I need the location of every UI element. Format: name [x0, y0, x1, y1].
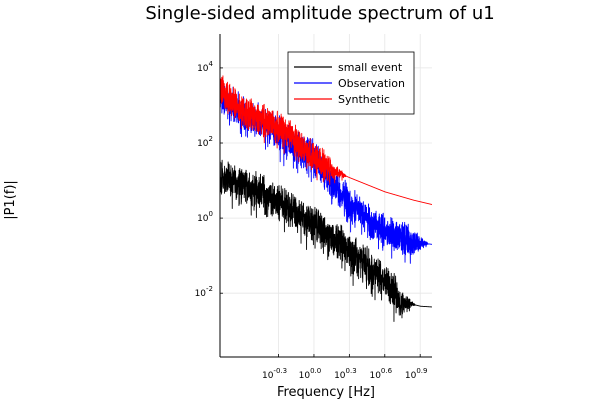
y-tick-label: 10-2	[195, 285, 213, 299]
x-tick-label: 100.6	[369, 367, 392, 381]
x-ticks: 10-0.3 100.0 100.3 100.6 100.9	[262, 354, 428, 381]
plot-area-data	[220, 75, 432, 322]
x-tick-label: 100.3	[334, 367, 357, 381]
x-tick-label: 100.9	[405, 367, 428, 381]
legend-label: Synthetic	[338, 93, 390, 106]
legend-label: Observation	[338, 77, 405, 90]
y-tick-label: 100	[197, 210, 213, 224]
chart-title: Single-sided amplitude spectrum of u1	[145, 3, 494, 24]
y-axis-label: |P1(f)|	[3, 180, 18, 220]
legend-label: small event	[338, 61, 403, 74]
y-tick-label: 102	[197, 135, 213, 149]
y-ticks: 10-2 100 102 104	[195, 60, 223, 299]
x-axis-label: Frequency [Hz]	[277, 385, 375, 400]
x-tick-label: 10-0.3	[262, 367, 287, 381]
series-line-synthetic	[220, 75, 432, 205]
series-line-small-event	[220, 159, 432, 322]
y-tick-label: 104	[197, 60, 213, 74]
legend: small event Observation Synthetic	[287, 51, 415, 115]
x-tick-label: 100.0	[299, 367, 322, 381]
